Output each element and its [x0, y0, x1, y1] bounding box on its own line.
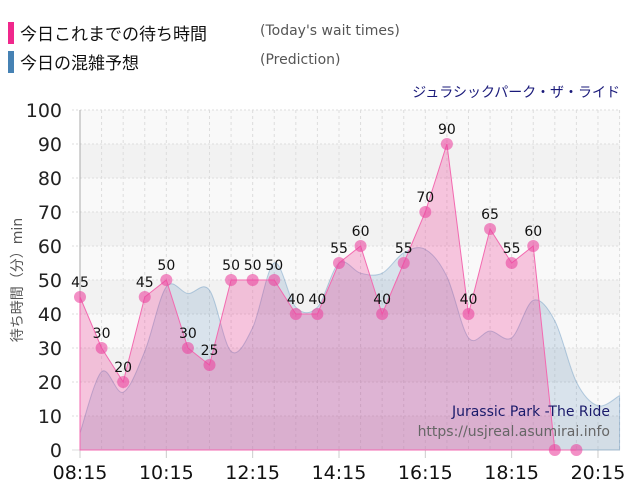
today-point	[268, 274, 281, 286]
x-tick-label: 08:15	[53, 462, 108, 484]
y-tick-label: 30	[38, 338, 62, 360]
today-point	[332, 257, 345, 269]
data-label: 30	[179, 326, 197, 342]
data-label: 60	[524, 224, 542, 240]
data-label: 50	[157, 258, 175, 274]
legend-sub-prediction: (Prediction)	[260, 52, 341, 68]
data-label: 30	[93, 326, 111, 342]
y-tick-label: 80	[38, 168, 62, 190]
y-tick-label: 0	[50, 440, 62, 462]
grid-band	[80, 382, 620, 416]
data-label: 20	[114, 360, 132, 376]
legend-sub-today: (Today's wait times)	[260, 23, 400, 39]
today-point	[203, 359, 216, 371]
today-point	[570, 444, 583, 456]
today-point	[462, 308, 475, 320]
data-label: 90	[438, 122, 456, 138]
today-point	[246, 274, 259, 286]
today-point	[160, 274, 173, 286]
legend-swatch-today	[8, 21, 14, 44]
data-label: 55	[330, 241, 348, 257]
y-tick-label: 90	[38, 134, 62, 156]
grid-band	[80, 212, 620, 246]
data-label: 40	[287, 292, 305, 308]
data-label: 65	[481, 207, 499, 223]
x-tick-label: 18:15	[484, 462, 539, 484]
legend-label-prediction: 今日の混雑予想	[20, 54, 139, 74]
prediction-area	[79, 247, 621, 451]
grid-band	[80, 280, 620, 314]
ride-title: ジュラシックパーク・ザ・ライド	[412, 85, 620, 101]
x-tick-label: 14:15	[312, 462, 367, 484]
data-label: 25	[201, 343, 219, 359]
grid-band	[80, 416, 620, 450]
data-label: 55	[503, 241, 521, 257]
today-point	[376, 308, 389, 320]
data-label: 55	[395, 241, 413, 257]
grid-band	[80, 314, 620, 348]
y-tick-label: 70	[38, 202, 62, 224]
today-point	[527, 240, 540, 252]
data-label: 70	[416, 190, 434, 206]
today-point	[505, 257, 518, 269]
today-point	[484, 223, 497, 235]
today-point	[354, 240, 367, 252]
data-label: 50	[244, 258, 262, 274]
legend-today: 今日これまでの待ち時間	[8, 20, 207, 45]
y-tick-label: 40	[38, 304, 62, 326]
data-label: 60	[352, 224, 370, 240]
x-tick-label: 12:15	[225, 462, 280, 484]
today-point	[181, 342, 194, 354]
today-point	[95, 342, 108, 354]
y-axis-label: 待ち時間（分）min	[10, 218, 26, 342]
today-point	[117, 376, 130, 388]
data-label: 40	[373, 292, 391, 308]
grid-band	[80, 348, 620, 382]
grid-band	[80, 144, 620, 178]
y-tick-label: 10	[38, 406, 62, 428]
grid-band	[80, 178, 620, 212]
data-label: 50	[222, 258, 240, 274]
data-label: 40	[308, 292, 326, 308]
legend-prediction: 今日の混雑予想	[8, 49, 139, 74]
today-point	[289, 308, 302, 320]
today-point	[548, 444, 561, 456]
y-tick-label: 60	[38, 236, 62, 258]
data-label: 40	[460, 292, 478, 308]
y-tick-label: 100	[26, 100, 62, 122]
legend-swatch-prediction	[8, 50, 14, 73]
grid-band	[80, 246, 620, 280]
grid-band	[80, 110, 620, 144]
watermark-url: https://usjreal.asumirai.info	[418, 424, 610, 440]
today-point	[419, 206, 432, 218]
today-point	[74, 291, 86, 303]
data-label: 45	[136, 275, 154, 291]
watermark-name: Jurassic Park -The Ride	[451, 404, 610, 420]
x-tick-label: 16:15	[398, 462, 453, 484]
legend-label-today: 今日これまでの待ち時間	[20, 25, 207, 45]
data-label: 45	[71, 275, 89, 291]
y-tick-label: 20	[38, 372, 62, 394]
x-tick-label: 10:15	[139, 462, 194, 484]
today-point	[397, 257, 410, 269]
today-point	[138, 291, 151, 303]
y-tick-label: 50	[38, 270, 62, 292]
data-label: 50	[265, 258, 283, 274]
x-tick-label: 20:15	[571, 462, 626, 484]
today-point	[311, 308, 324, 320]
today-point	[440, 138, 453, 150]
today-point	[225, 274, 238, 286]
